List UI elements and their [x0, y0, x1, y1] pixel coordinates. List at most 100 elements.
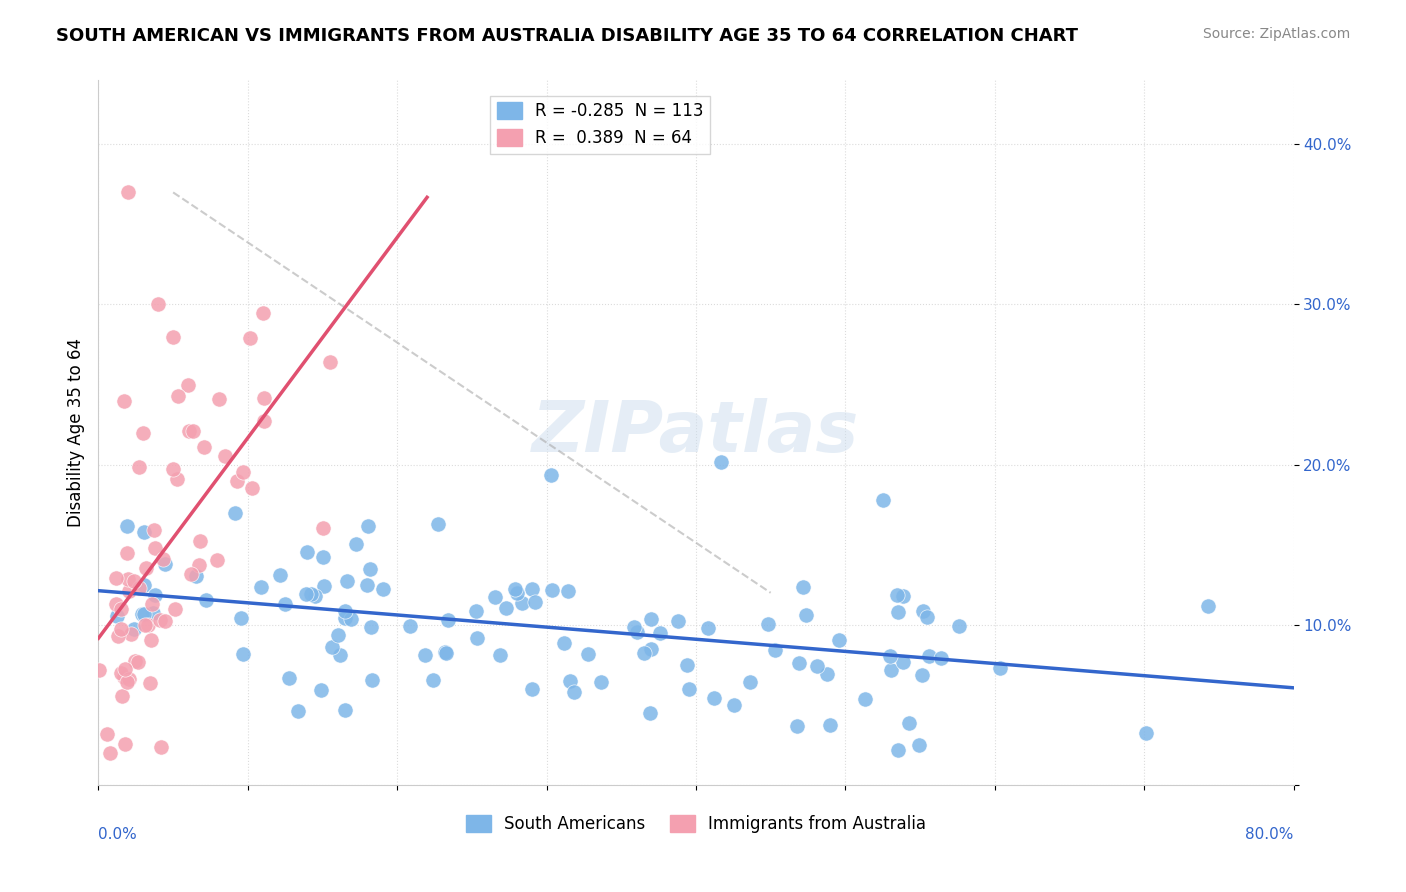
Point: [891, 589, 914, 603]
Point: [437, 614, 460, 628]
Point: [193, 440, 215, 454]
Point: [214, 450, 236, 464]
Point: [623, 619, 645, 633]
Point: [505, 582, 527, 596]
Point: [640, 641, 662, 656]
Point: [299, 587, 322, 601]
Point: [465, 631, 488, 645]
Point: [253, 391, 276, 405]
Point: [136, 618, 159, 632]
Point: [132, 577, 155, 591]
Point: [141, 598, 163, 612]
Point: [208, 392, 231, 406]
Point: [232, 465, 254, 479]
Point: [110, 602, 132, 616]
Point: [495, 601, 517, 615]
Point: [309, 683, 332, 698]
Point: [648, 626, 671, 640]
Point: [512, 596, 534, 610]
Point: [131, 607, 153, 621]
Point: [120, 626, 142, 640]
Point: [908, 738, 931, 752]
Point: [434, 646, 457, 660]
Point: [696, 621, 718, 635]
Point: [253, 414, 276, 428]
Point: [828, 632, 851, 647]
Point: [361, 673, 384, 687]
Point: [738, 675, 761, 690]
Point: [336, 574, 359, 589]
Point: [184, 569, 207, 583]
Point: [898, 715, 921, 730]
Point: [274, 598, 297, 612]
Point: [756, 617, 779, 632]
Point: [177, 377, 200, 392]
Point: [1135, 726, 1157, 740]
Point: [162, 462, 184, 476]
Point: [112, 670, 135, 684]
Point: [166, 472, 188, 486]
Point: [142, 606, 165, 620]
Point: [333, 703, 356, 717]
Point: [312, 521, 335, 535]
Point: [326, 628, 349, 642]
Point: [321, 640, 343, 654]
Point: [675, 657, 697, 672]
Point: [319, 355, 342, 369]
Point: [287, 704, 309, 718]
Point: [149, 613, 172, 627]
Point: [344, 537, 367, 551]
Point: [150, 740, 173, 755]
Point: [723, 698, 745, 712]
Point: [787, 656, 810, 670]
Point: [295, 587, 318, 601]
Legend: South Americans, Immigrants from Australia: South Americans, Immigrants from Austral…: [458, 808, 934, 840]
Point: [124, 654, 146, 668]
Point: [880, 663, 903, 677]
Point: [295, 545, 318, 559]
Point: [988, 661, 1011, 675]
Point: [132, 607, 155, 621]
Text: ZIPatlas: ZIPatlas: [533, 398, 859, 467]
Point: [465, 604, 488, 618]
Point: [678, 682, 700, 697]
Point: [360, 620, 382, 634]
Point: [117, 572, 139, 586]
Point: [359, 562, 381, 576]
Point: [118, 583, 141, 598]
Point: [110, 689, 132, 703]
Point: [489, 648, 512, 663]
Point: [929, 651, 952, 665]
Point: [626, 624, 648, 639]
Point: [165, 602, 187, 616]
Point: [115, 674, 138, 689]
Point: [224, 507, 246, 521]
Point: [177, 424, 200, 438]
Point: [127, 655, 149, 669]
Point: [187, 558, 209, 572]
Point: [143, 588, 166, 602]
Point: [591, 675, 613, 690]
Point: [329, 648, 352, 663]
Point: [188, 534, 211, 549]
Point: [115, 518, 138, 533]
Point: [128, 581, 150, 595]
Point: [398, 619, 420, 633]
Point: [114, 662, 136, 676]
Point: [520, 682, 543, 697]
Point: [96, 727, 118, 741]
Point: [180, 567, 202, 582]
Point: [122, 574, 145, 588]
Point: [520, 582, 543, 597]
Point: [153, 557, 176, 571]
Point: [915, 610, 938, 624]
Text: SOUTH AMERICAN VS IMMIGRANTS FROM AUSTRALIA DISABILITY AGE 35 TO 64 CORRELATION : SOUTH AMERICAN VS IMMIGRANTS FROM AUSTRA…: [56, 27, 1078, 45]
Point: [115, 546, 138, 560]
Point: [484, 590, 506, 604]
Point: [134, 618, 156, 632]
Point: [553, 635, 575, 649]
Point: [335, 611, 357, 625]
Y-axis label: Disability Age 35 to 64: Disability Age 35 to 64: [66, 338, 84, 527]
Point: [105, 597, 128, 611]
Point: [792, 580, 814, 594]
